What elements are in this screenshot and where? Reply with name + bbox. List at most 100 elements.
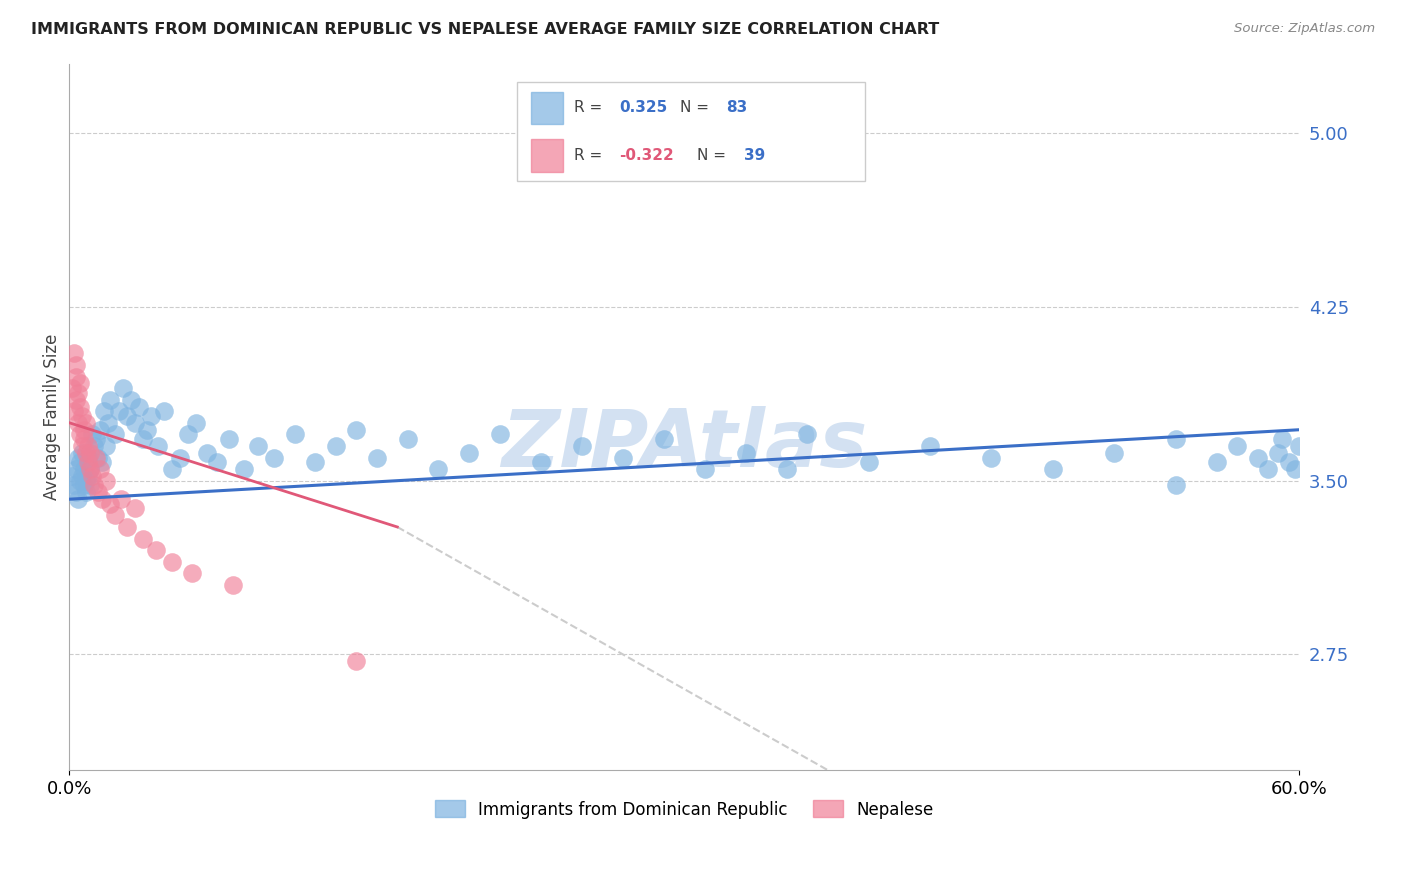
Point [66,416,89,430]
Point [65,392,87,407]
Point [571,439,593,453]
Point [205,455,228,469]
Point [60,381,83,395]
Point [70,409,93,423]
Point [65,369,87,384]
Point [918,439,941,453]
Point [796,427,818,442]
Point [145,543,167,558]
Point [70,469,93,483]
Point [69,376,91,391]
Point [77,450,100,465]
Point [79,462,101,476]
Point [103,427,125,442]
Point [87,450,110,465]
Point [111,381,134,395]
Point [1288,439,1310,453]
Point [218,432,240,446]
Point [160,555,183,569]
Point [246,439,269,453]
Point [84,432,107,446]
Text: Source: ZipAtlas.com: Source: ZipAtlas.com [1234,22,1375,36]
Point [75,485,97,500]
Point [75,474,97,488]
Point [1278,455,1301,469]
Point [62,404,84,418]
Point [80,469,103,483]
Point [344,423,367,437]
Point [1104,446,1126,460]
Point [427,462,450,476]
Point [80,427,103,442]
Point [89,423,111,437]
Point [69,427,91,442]
Point [1042,462,1064,476]
Point [66,450,89,465]
Point [195,446,218,460]
Legend: Immigrants from Dominican Republic, Nepalese: Immigrants from Dominican Republic, Nepa… [429,794,941,825]
Point [1205,455,1227,469]
Point [83,439,105,453]
Text: 83: 83 [727,101,748,115]
Point [115,409,138,423]
Point [77,469,100,483]
Point [89,462,111,476]
Point [73,432,96,446]
Point [87,485,110,500]
Point [70,439,93,453]
Point [83,478,105,492]
Point [146,439,169,453]
Point [304,455,326,469]
Point [91,492,114,507]
Text: IMMIGRANTS FROM DOMINICAN REPUBLIC VS NEPALESE AVERAGE FAMILY SIZE CORRELATION C: IMMIGRANTS FROM DOMINICAN REPUBLIC VS NE… [31,22,939,37]
Point [73,462,96,476]
Point [612,450,634,465]
Point [1271,432,1294,446]
Point [177,427,200,442]
Point [65,485,87,500]
Point [103,508,125,523]
Point [152,404,174,418]
Point [65,462,87,476]
Text: N =: N = [681,101,714,115]
Point [344,654,367,668]
Point [62,346,84,360]
Point [96,439,118,453]
Point [734,446,756,460]
Point [128,400,150,414]
FancyBboxPatch shape [517,82,865,181]
Text: -0.322: -0.322 [619,148,673,162]
Text: N =: N = [697,148,731,162]
Point [980,450,1002,465]
Point [1284,462,1306,476]
Point [69,474,91,488]
Point [73,478,96,492]
Point [858,455,880,469]
Point [132,532,155,546]
Point [141,409,163,423]
Point [115,520,138,534]
Bar [531,92,564,124]
Point [77,455,100,469]
Point [325,439,347,453]
Point [136,423,159,437]
Point [530,455,553,469]
Point [1164,478,1187,492]
Point [1267,446,1289,460]
Point [77,439,100,453]
Point [93,404,115,418]
Point [181,566,204,581]
Point [169,450,191,465]
Point [84,450,107,465]
Point [69,400,91,414]
Point [1247,450,1270,465]
Bar [531,139,564,171]
Point [70,446,93,460]
Point [91,455,114,469]
Point [100,392,122,407]
Point [110,492,132,507]
Text: ZIPAtlas: ZIPAtlas [501,406,868,484]
Point [263,450,285,465]
Point [69,455,91,469]
Point [132,432,155,446]
